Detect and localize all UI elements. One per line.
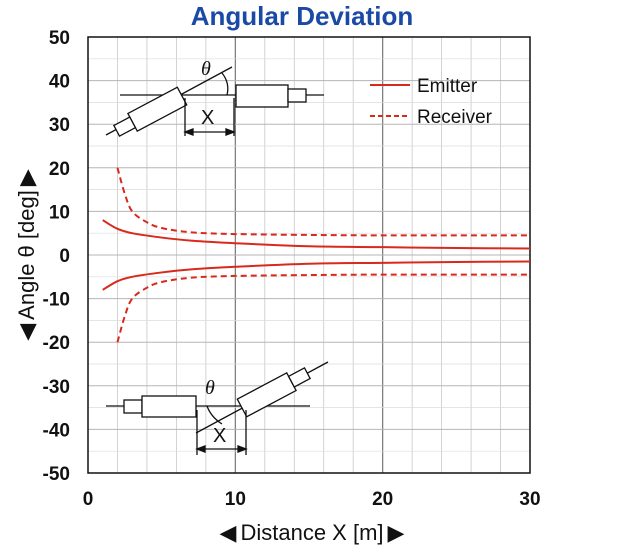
y-tick-label: 0 [59, 246, 70, 267]
x-axis-arrow-left: ◀ [220, 520, 237, 545]
y-tick-label: -40 [43, 420, 70, 441]
series-line-emitter [102, 219, 531, 250]
svg-text:◀Angle θ [deg]▶: ◀ Angle θ [deg] ▶ [14, 169, 39, 341]
bottom-emitter-cap [123, 399, 143, 414]
y-axis-label: Angle θ [deg] [14, 190, 39, 320]
bottom-emitter-body [141, 395, 197, 418]
y-tick-label: -20 [43, 333, 70, 354]
legend: Emitter Receiver [370, 76, 493, 128]
y-tick-label: -30 [43, 377, 70, 398]
x-tick-labels: 0 10 20 30 [83, 489, 541, 510]
bottom-x-label: X [213, 425, 226, 447]
y-axis-arrow-left: ◀ [14, 324, 39, 341]
grid [88, 37, 530, 473]
x-tick-label: 0 [83, 489, 94, 510]
x-axis-label: Distance X [m] [240, 520, 383, 545]
y-tick-label: -10 [43, 290, 70, 311]
bottom-receiver [236, 367, 312, 418]
y-tick-label: 20 [49, 159, 70, 180]
top-receiver-cap [287, 88, 307, 103]
bottom-schematic-diagram [106, 361, 329, 455]
top-schematic-diagram [105, 66, 324, 137]
top-receiver-body [235, 84, 289, 108]
data-series [102, 167, 531, 343]
y-tick-label: 50 [49, 28, 70, 49]
bottom-theta-arc [206, 405, 223, 425]
y-axis-label-group: ◀ Angle θ [deg] ▶ [14, 169, 39, 341]
top-x-arrow-right [225, 128, 236, 136]
legend-receiver-label: Receiver [417, 107, 493, 128]
x-axis-label-group: ◀ Distance X [m] ▶ [220, 520, 405, 545]
bottom-x-arrow-right [237, 445, 248, 453]
bottom-x-arrow-left [195, 445, 206, 453]
top-x-arrow-left [183, 128, 194, 136]
y-tick-label: 30 [49, 115, 70, 136]
top-emitter [112, 86, 188, 137]
top-theta-label: θ [201, 58, 211, 80]
x-tick-label: 30 [519, 489, 540, 510]
y-tick-label: -50 [43, 464, 70, 485]
y-axis-arrow-right: ▶ [14, 169, 39, 186]
x-axis-arrow-right: ▶ [388, 520, 405, 545]
legend-emitter-label: Emitter [417, 76, 478, 97]
top-theta-arc [221, 72, 229, 96]
series-line-emitter [102, 260, 531, 291]
plot-frame [87, 36, 531, 474]
y-tick-label: 40 [49, 72, 70, 93]
bottom-theta-label: θ [205, 377, 215, 399]
chart-title: Angular Deviation [191, 1, 413, 31]
x-tick-label: 20 [372, 489, 393, 510]
top-x-label: X [201, 107, 214, 129]
y-tick-labels: 50 40 30 20 10 0 -10 -20 -30 -40 -50 [43, 28, 70, 485]
y-tick-label: 10 [49, 202, 70, 223]
x-tick-label: 10 [225, 489, 246, 510]
